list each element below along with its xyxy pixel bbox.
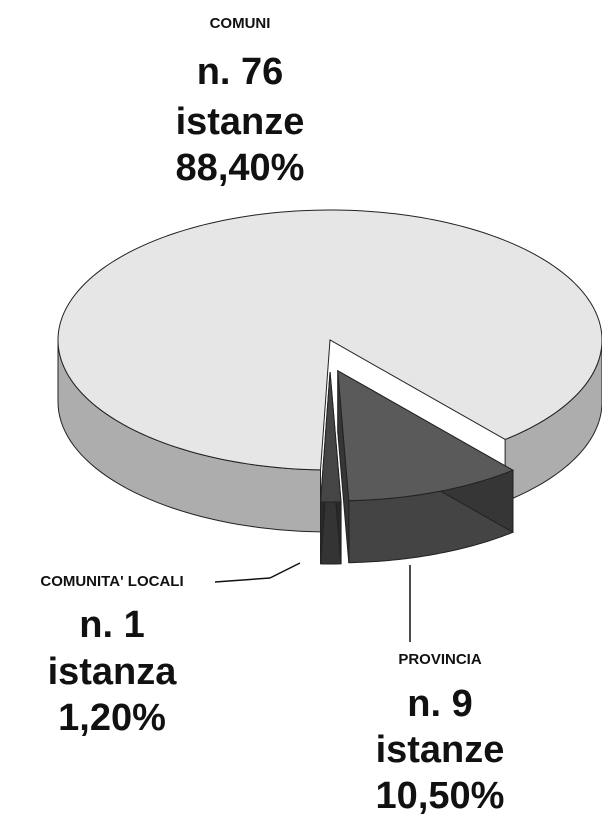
value-label: 1,20%: [58, 697, 166, 739]
count-label: n. 76: [197, 51, 284, 93]
count-label: n. 1: [79, 604, 144, 646]
slice: [337, 369, 515, 502]
slice-name: PROVINCIA: [398, 651, 482, 668]
slice-name: COMUNITA' LOCALI: [40, 573, 183, 590]
count-label: n. 9: [407, 683, 472, 725]
unit-label: istanze: [176, 101, 305, 143]
slice-name: COMUNI: [210, 15, 271, 32]
pie: [57, 209, 602, 565]
value-label: 10,50%: [376, 775, 505, 814]
unit-label: istanza: [48, 651, 178, 693]
value-label: 88,40%: [176, 147, 305, 189]
leader-line: [214, 577, 271, 583]
unit-label: istanze: [376, 729, 505, 771]
leader-line: [269, 562, 301, 579]
slice: [320, 371, 342, 503]
